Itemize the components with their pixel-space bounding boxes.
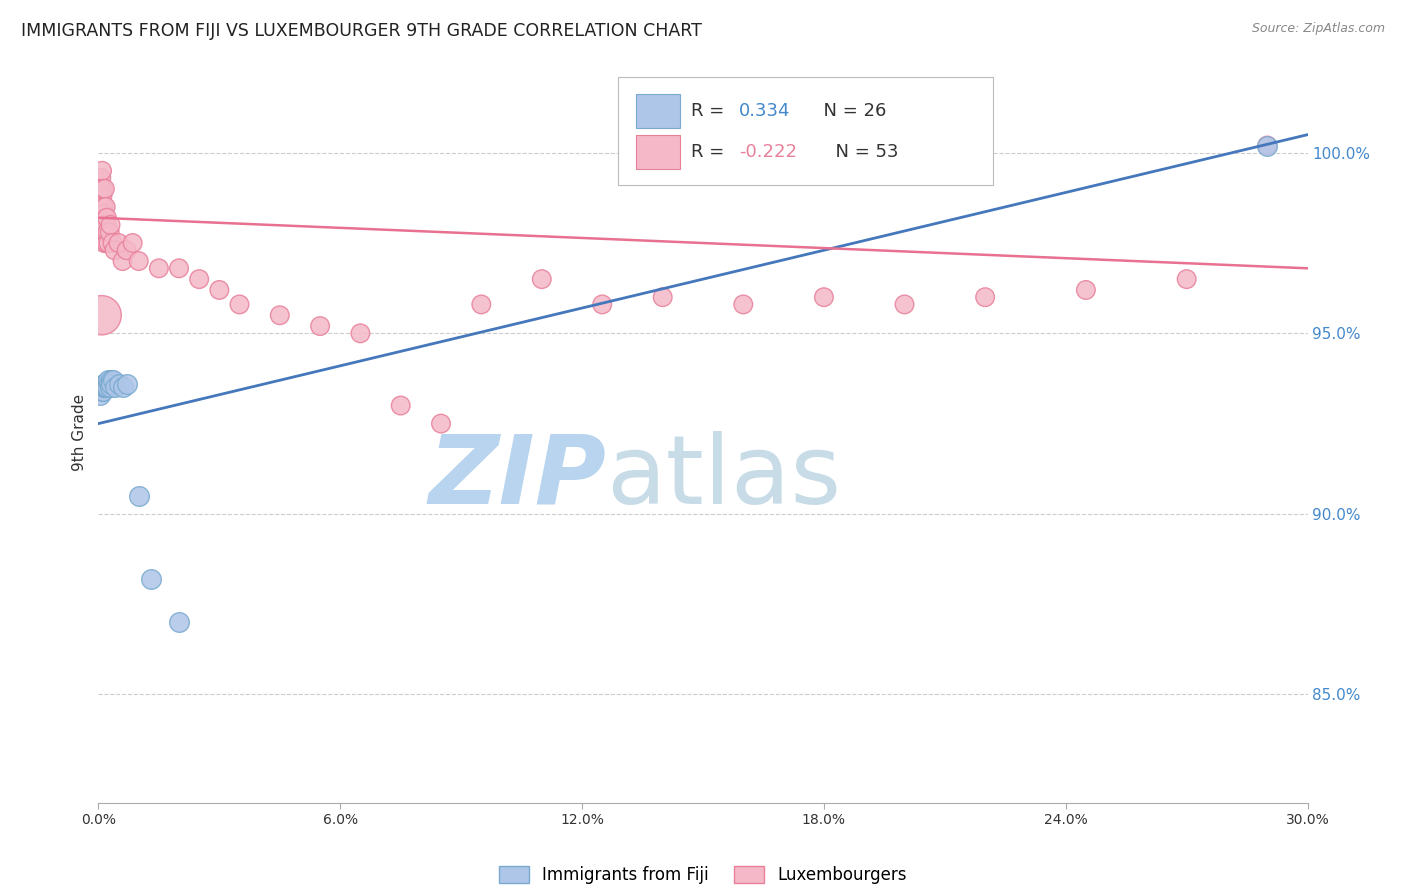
Text: ZIP: ZIP [429, 431, 606, 524]
Point [128, 489, 150, 503]
FancyBboxPatch shape [637, 94, 681, 128]
Point [100, 218, 122, 232]
Point [90, 308, 112, 322]
Point [893, 297, 915, 311]
Point [430, 417, 453, 431]
Point [167, 615, 190, 630]
Point [733, 297, 755, 311]
Text: R =: R = [690, 143, 730, 161]
Point [96, 211, 118, 225]
Point [89, 182, 111, 196]
Point [101, 373, 124, 387]
Point [91, 384, 114, 398]
Point [96, 376, 118, 391]
Point [90, 200, 112, 214]
Point [90, 171, 112, 186]
Point [98, 380, 121, 394]
Point [103, 244, 125, 258]
Point [96, 380, 118, 394]
Text: IMMIGRANTS FROM FIJI VS LUXEMBOURGER 9TH GRADE CORRELATION CHART: IMMIGRANTS FROM FIJI VS LUXEMBOURGER 9TH… [21, 22, 702, 40]
Point [93, 235, 115, 250]
Point [530, 272, 553, 286]
Point [94, 380, 117, 394]
Point [974, 290, 997, 304]
Text: 0.334: 0.334 [740, 102, 790, 120]
Point [1256, 138, 1278, 153]
Point [470, 297, 492, 311]
Text: N = 26: N = 26 [811, 102, 886, 120]
Point [89, 182, 111, 196]
Point [100, 376, 122, 391]
Point [89, 387, 111, 401]
Point [91, 225, 114, 239]
Point [208, 283, 231, 297]
Point [269, 308, 291, 322]
Point [651, 290, 673, 304]
Point [107, 235, 129, 250]
Point [90, 211, 112, 225]
Point [349, 326, 371, 341]
Point [91, 182, 114, 196]
Legend: Immigrants from Fiji, Luxembourgers: Immigrants from Fiji, Luxembourgers [492, 859, 914, 891]
Point [98, 225, 121, 239]
Text: -0.222: -0.222 [740, 143, 797, 161]
FancyBboxPatch shape [619, 78, 993, 185]
Point [93, 376, 115, 391]
Point [93, 380, 115, 394]
Point [100, 373, 122, 387]
FancyBboxPatch shape [637, 135, 681, 169]
Text: R =: R = [690, 102, 730, 120]
Point [94, 225, 117, 239]
Point [97, 376, 120, 391]
Point [111, 380, 134, 394]
Point [93, 200, 115, 214]
Point [813, 290, 835, 304]
Point [121, 235, 143, 250]
Point [93, 376, 115, 391]
Point [89, 175, 111, 189]
Point [94, 380, 117, 394]
Point [97, 373, 120, 387]
Point [96, 225, 118, 239]
Point [139, 572, 162, 586]
Point [389, 399, 412, 413]
Point [115, 376, 138, 391]
Point [228, 297, 250, 311]
Point [93, 207, 115, 221]
Point [1256, 138, 1278, 153]
Point [91, 189, 114, 203]
Point [128, 254, 150, 268]
Point [107, 376, 129, 391]
Y-axis label: 9th Grade: 9th Grade [72, 394, 87, 471]
Point [94, 218, 117, 232]
Point [167, 261, 190, 276]
Point [188, 272, 211, 286]
Text: atlas: atlas [606, 431, 841, 524]
Point [97, 235, 120, 250]
Point [591, 297, 613, 311]
Point [91, 163, 114, 178]
Point [94, 376, 117, 391]
Point [96, 235, 118, 250]
Point [94, 182, 117, 196]
Point [1074, 283, 1097, 297]
Point [1175, 272, 1198, 286]
Point [89, 189, 111, 203]
Point [90, 384, 112, 398]
Point [94, 200, 117, 214]
Point [91, 380, 114, 394]
Point [309, 319, 332, 334]
Point [101, 235, 124, 250]
Point [115, 244, 138, 258]
Point [148, 261, 170, 276]
Point [111, 254, 134, 268]
Point [103, 380, 125, 394]
Text: Source: ZipAtlas.com: Source: ZipAtlas.com [1251, 22, 1385, 36]
Text: N = 53: N = 53 [824, 143, 898, 161]
